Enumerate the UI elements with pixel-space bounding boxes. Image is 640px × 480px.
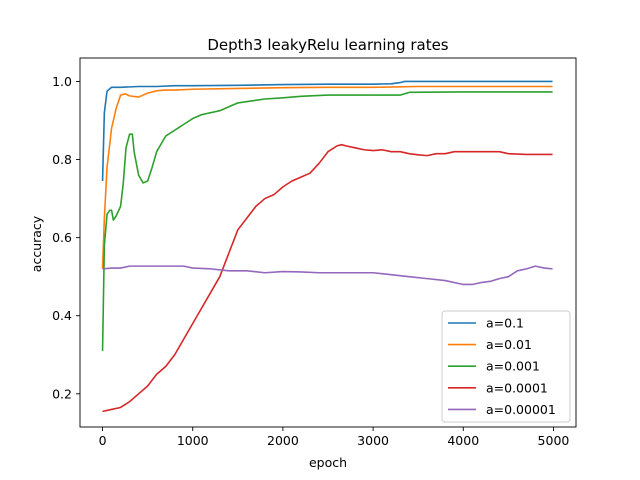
x-tick-label: 3000 bbox=[357, 433, 389, 448]
series-line-3 bbox=[102, 143, 553, 413]
y-tick-label: 1.0 bbox=[52, 74, 72, 89]
legend-label-0: a=0.1 bbox=[486, 316, 524, 331]
legend-label-4: a=0.00001 bbox=[486, 402, 556, 417]
series-line-4 bbox=[102, 265, 553, 286]
series-line-0 bbox=[101, 80, 553, 182]
legend-label-3: a=0.0001 bbox=[486, 380, 548, 395]
x-axis-title: epoch bbox=[309, 455, 347, 470]
y-tick-label: 0.2 bbox=[52, 386, 72, 401]
x-tick-label: 2000 bbox=[267, 433, 299, 448]
y-tick-label: 0.6 bbox=[52, 230, 72, 245]
x-axis-ticks: 0 1000 2000 3000 4000 5000 bbox=[99, 427, 570, 448]
legend-box bbox=[441, 310, 571, 423]
plot-frame bbox=[79, 57, 577, 428]
x-tick-label: 1000 bbox=[177, 433, 209, 448]
chart-title: Depth3 leakyRelu learning rates bbox=[207, 36, 448, 54]
y-tick-label: 0.8 bbox=[52, 152, 72, 167]
legend-label-1: a=0.01 bbox=[486, 337, 532, 352]
plot-lines bbox=[101, 80, 553, 413]
x-tick-label: 5000 bbox=[538, 433, 570, 448]
x-tick-label: 4000 bbox=[447, 433, 479, 448]
series-line-1 bbox=[101, 85, 553, 269]
y-tick-label: 0.4 bbox=[52, 308, 72, 323]
x-tick-label: 0 bbox=[99, 433, 107, 448]
y-axis-title: accuracy bbox=[29, 215, 44, 272]
y-axis-ticks: 0.2 0.4 0.6 0.8 1.0 bbox=[52, 74, 80, 401]
series-line-2 bbox=[101, 91, 553, 351]
legend-label-2: a=0.001 bbox=[486, 359, 540, 374]
legend: a=0.1 a=0.01 a=0.001 a=0.0001 a=0.00001 bbox=[441, 310, 571, 423]
